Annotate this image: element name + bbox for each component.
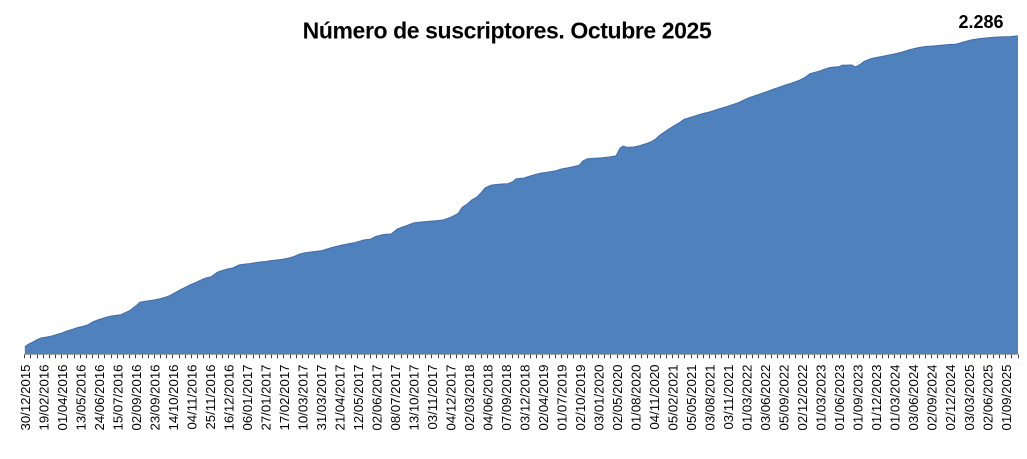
svg-text:19/02/2016: 19/02/2016 (36, 365, 51, 431)
svg-text:25/11/2016: 25/11/2016 (203, 365, 218, 430)
svg-text:02/06/2025: 02/06/2025 (980, 365, 995, 431)
svg-text:01/09/2025: 01/09/2025 (999, 365, 1014, 431)
svg-text:01/08/2020: 01/08/2020 (629, 365, 644, 431)
svg-text:04/11/2016: 04/11/2016 (184, 365, 199, 430)
svg-text:04/11/2020: 04/11/2020 (647, 365, 662, 430)
svg-text:02/12/2022: 02/12/2022 (795, 365, 810, 431)
svg-text:12/05/2017: 12/05/2017 (351, 365, 366, 431)
svg-text:02/06/2017: 02/06/2017 (370, 365, 385, 431)
svg-text:13/10/2017: 13/10/2017 (407, 365, 422, 431)
svg-text:02/12/2024: 02/12/2024 (943, 365, 958, 431)
svg-text:04/06/2018: 04/06/2018 (481, 365, 496, 431)
svg-text:03/01/2020: 03/01/2020 (592, 365, 607, 431)
svg-text:27/01/2017: 27/01/2017 (258, 365, 273, 431)
svg-text:01/07/2019: 01/07/2019 (555, 365, 570, 431)
svg-text:13/05/2016: 13/05/2016 (73, 365, 88, 431)
svg-text:02/05/2020: 02/05/2020 (610, 365, 625, 431)
svg-text:21/04/2017: 21/04/2017 (333, 365, 348, 431)
svg-text:01/09/2023: 01/09/2023 (851, 365, 866, 431)
svg-text:05/09/2022: 05/09/2022 (777, 365, 792, 431)
svg-text:31/03/2017: 31/03/2017 (314, 365, 329, 431)
svg-text:03/08/2021: 03/08/2021 (703, 365, 718, 431)
svg-text:2.286: 2.286 (958, 12, 1003, 32)
svg-text:14/10/2016: 14/10/2016 (166, 365, 181, 431)
svg-text:03/03/2025: 03/03/2025 (962, 365, 977, 431)
svg-text:30/12/2015: 30/12/2015 (18, 365, 33, 431)
svg-text:Número de suscriptores. Octubr: Número de suscriptores. Octubre 2025 (303, 18, 712, 44)
svg-text:01/12/2023: 01/12/2023 (869, 365, 884, 431)
svg-text:16/12/2016: 16/12/2016 (221, 365, 236, 431)
svg-text:05/05/2021: 05/05/2021 (684, 365, 699, 431)
svg-text:01/06/2023: 01/06/2023 (832, 365, 847, 431)
svg-text:01/03/2024: 01/03/2024 (888, 365, 903, 431)
svg-text:03/06/2024: 03/06/2024 (906, 365, 921, 431)
svg-text:02/04/2019: 02/04/2019 (536, 365, 551, 431)
svg-text:15/07/2016: 15/07/2016 (110, 365, 125, 431)
svg-text:02/10/2019: 02/10/2019 (573, 365, 588, 431)
svg-text:03/11/2021: 03/11/2021 (721, 365, 736, 430)
svg-text:03/06/2022: 03/06/2022 (758, 365, 773, 431)
svg-text:05/02/2021: 05/02/2021 (666, 365, 681, 431)
svg-text:03/12/2018: 03/12/2018 (518, 365, 533, 431)
svg-text:10/03/2017: 10/03/2017 (296, 365, 311, 431)
svg-text:02/09/2024: 02/09/2024 (925, 365, 940, 431)
svg-text:01/04/2016: 01/04/2016 (55, 365, 70, 431)
svg-text:17/02/2017: 17/02/2017 (277, 365, 292, 431)
svg-text:02/09/2016: 02/09/2016 (129, 365, 144, 431)
svg-text:01/03/2023: 01/03/2023 (814, 365, 829, 431)
svg-text:07/09/2018: 07/09/2018 (499, 365, 514, 431)
svg-text:02/03/2018: 02/03/2018 (462, 365, 477, 431)
svg-text:01/03/2022: 01/03/2022 (740, 365, 755, 431)
svg-text:08/07/2017: 08/07/2017 (388, 365, 403, 431)
svg-text:06/01/2017: 06/01/2017 (240, 365, 255, 431)
svg-text:03/11/2017: 03/11/2017 (425, 365, 440, 430)
svg-text:04/12/2017: 04/12/2017 (444, 365, 459, 431)
svg-text:23/09/2016: 23/09/2016 (147, 365, 162, 431)
svg-text:24/06/2016: 24/06/2016 (92, 365, 107, 431)
